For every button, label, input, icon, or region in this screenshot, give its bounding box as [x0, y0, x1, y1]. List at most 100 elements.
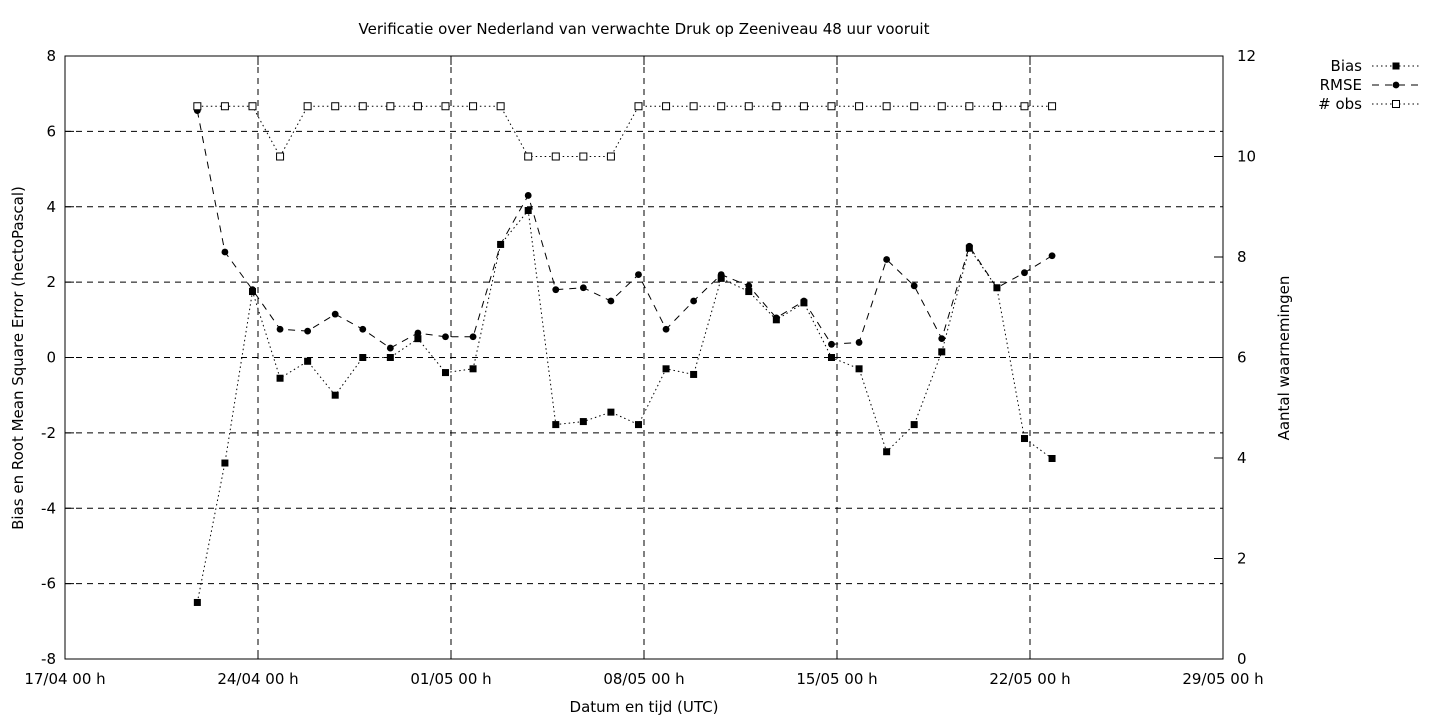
grid	[65, 56, 1223, 659]
data-point-obs	[358, 102, 367, 111]
data-point-obs	[496, 102, 505, 111]
data-point-bias	[717, 274, 725, 282]
data-point-obs	[744, 102, 753, 111]
data-point-rmse	[414, 329, 422, 337]
y-tick-label: 8	[46, 47, 56, 65]
data-point-obs	[634, 102, 643, 111]
data-point-obs	[772, 102, 781, 111]
data-point-obs	[220, 102, 229, 111]
x-tick-label: 17/04 00 h	[24, 670, 105, 688]
data-point-rmse	[552, 286, 560, 294]
legend-label-rmse: RMSE	[1320, 76, 1362, 94]
y-tick-label: 2	[46, 273, 56, 291]
data-point-obs	[1048, 102, 1057, 111]
x-tick-label: 24/04 00 h	[217, 670, 298, 688]
data-point-obs	[689, 102, 698, 111]
data-point-obs	[386, 102, 395, 111]
data-point-obs	[469, 102, 478, 111]
data-point-rmse	[690, 297, 698, 305]
data-point-obs	[524, 152, 533, 161]
y2-tick-label: 10	[1237, 148, 1256, 166]
x-tick-label: 01/05 00 h	[410, 670, 491, 688]
data-point-obs	[910, 102, 919, 111]
legend-marker-bias	[1392, 62, 1400, 70]
data-point-bias	[1020, 435, 1028, 443]
legend-label-bias: Bias	[1331, 57, 1363, 75]
data-point-bias	[827, 354, 835, 361]
y-tick-label: 0	[46, 349, 56, 367]
data-point-rmse	[469, 333, 477, 341]
data-point-bias	[690, 370, 698, 378]
legend-marker-obs	[1392, 100, 1400, 108]
data-point-bias	[276, 374, 284, 382]
series-line-bias	[196, 209, 1053, 603]
data-point-bias	[359, 354, 367, 361]
data-point-bias	[662, 365, 670, 373]
data-point-rmse	[717, 271, 725, 278]
data-point-bias	[634, 421, 642, 429]
data-point-rmse	[938, 335, 946, 343]
data-point-obs	[579, 152, 588, 161]
data-point-bias	[524, 207, 532, 215]
y-tick-label: -2	[41, 424, 56, 442]
data-point-bias	[552, 421, 560, 429]
x-tick-label: 29/05 00 h	[1182, 670, 1263, 688]
data-point-rmse	[359, 325, 367, 333]
data-point-obs	[276, 152, 285, 161]
y2-tick-label: 8	[1237, 248, 1247, 266]
y2-tick-label: 2	[1237, 550, 1247, 568]
series-line-obs	[197, 105, 1053, 158]
legend-entry-bias: Bias	[1331, 57, 1420, 75]
data-point-bias	[441, 369, 449, 377]
data-point-rmse	[965, 242, 973, 250]
data-point-rmse	[828, 340, 835, 348]
y2-tick-label: 6	[1237, 349, 1247, 367]
data-point-rmse	[579, 284, 587, 292]
data-point-obs	[717, 102, 726, 111]
data-point-obs	[937, 102, 946, 111]
legend-entry-obs: # obs	[1318, 95, 1420, 113]
series-line-rmse	[196, 110, 1053, 349]
x-tick-label: 15/05 00 h	[796, 670, 877, 688]
data-point-bias	[938, 348, 946, 356]
data-series	[193, 102, 1057, 606]
data-point-bias	[910, 421, 918, 429]
y-tick-label: 4	[46, 198, 56, 216]
y-tick-label: -8	[41, 650, 56, 668]
y2-tick-label: 12	[1237, 47, 1256, 65]
legend-entry-rmse: RMSE	[1320, 76, 1420, 94]
data-point-bias	[579, 418, 587, 426]
data-point-rmse	[800, 297, 808, 305]
data-point-obs	[331, 102, 340, 111]
data-point-obs	[193, 102, 202, 111]
data-point-rmse	[304, 327, 312, 335]
data-point-obs	[827, 102, 836, 111]
data-point-rmse	[221, 248, 229, 256]
data-point-rmse	[249, 286, 256, 294]
data-point-rmse	[662, 325, 670, 333]
x-tick-label: 08/05 00 h	[603, 670, 684, 688]
data-point-bias	[193, 598, 201, 606]
legend-marker-rmse	[1392, 81, 1400, 89]
y2-tick-label: 0	[1237, 650, 1247, 668]
data-point-rmse	[635, 271, 642, 278]
data-point-bias	[745, 288, 753, 296]
series-rmse	[193, 107, 1056, 352]
data-point-obs	[662, 102, 671, 111]
data-point-obs	[965, 102, 974, 111]
data-point-rmse	[497, 241, 505, 248]
x-tick-label: 22/05 00 h	[989, 670, 1070, 688]
y-tick-label: -6	[41, 575, 56, 593]
y2-axis-label: Aantal waarnemingen	[1275, 276, 1293, 441]
series-obs	[193, 102, 1057, 161]
data-point-rmse	[276, 325, 284, 333]
data-point-obs	[855, 102, 864, 111]
y-tick-label: -4	[41, 499, 56, 517]
data-point-bias	[386, 354, 394, 361]
chart-title: Verificatie over Nederland van verwachte…	[359, 20, 930, 38]
data-point-rmse	[1021, 269, 1028, 277]
data-point-bias	[304, 357, 312, 365]
data-point-rmse	[772, 314, 780, 322]
